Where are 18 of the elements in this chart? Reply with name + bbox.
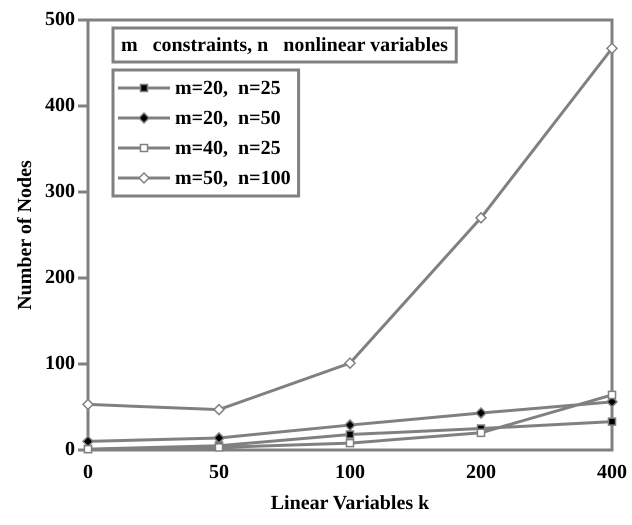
legend-label: m=50, n=100 [175, 167, 291, 190]
y-tick-label: 200 [45, 266, 75, 288]
y-tick-label: 300 [45, 180, 75, 202]
y-axis-title: Number of Nodes [14, 160, 36, 310]
x-axis-title: Linear Variables k [270, 492, 430, 514]
y-tick-label: 400 [45, 94, 75, 116]
x-tick-label: 400 [597, 461, 627, 484]
x-tick-label: 0 [83, 461, 93, 484]
legend-title: m constraints, n nonlinear variables [121, 34, 448, 56]
y-tick-label: 100 [45, 352, 75, 374]
legend-label: m=20, n=50 [175, 107, 281, 130]
legend-label: m=20, n=25 [175, 77, 281, 100]
y-tick-label: 0 [65, 438, 75, 460]
x-tick-label: 200 [466, 461, 496, 484]
x-tick-label: 100 [335, 461, 365, 484]
legend-label: m=40, n=25 [175, 137, 281, 160]
y-tick-label: 500 [45, 8, 75, 30]
x-tick-label: 50 [209, 461, 229, 484]
